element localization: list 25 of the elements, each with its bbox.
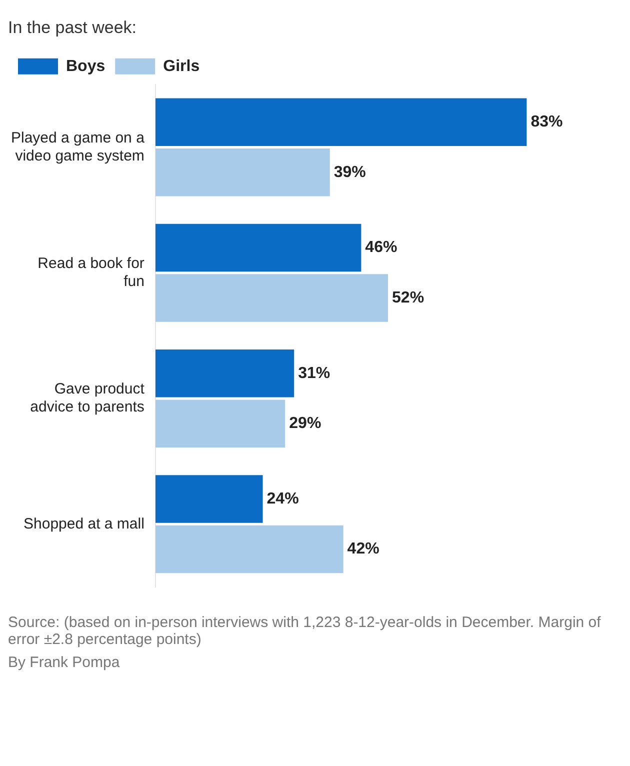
bar (155, 274, 388, 322)
bar (155, 98, 527, 146)
bar (155, 350, 294, 398)
data-label: 42% (347, 540, 380, 558)
legend-label: Boys (66, 58, 106, 75)
data-label: 83% (530, 114, 563, 130)
data-label: 31% (298, 364, 330, 382)
y-tick-label: Played a game on a video game system (10, 129, 146, 164)
data-label: 29% (289, 415, 322, 432)
y-tick-label: Shopped at a mall (24, 515, 144, 532)
data-label: 46% (365, 239, 398, 256)
bar (155, 224, 362, 272)
legend-label: Girls (163, 58, 200, 75)
data-label: 52% (392, 289, 424, 306)
data-label: 24% (266, 490, 299, 508)
y-tick-label: Read a book for fun (38, 255, 144, 290)
bar (155, 148, 330, 196)
bar (155, 475, 263, 523)
source-note: Source: (based on in-person interviews with 1,223 8-12-year-olds in December. Margin of error ±2.8 percentage points) (8, 614, 602, 648)
chart-title: In the past week: (8, 18, 137, 37)
bar (155, 400, 286, 448)
text: By Frank Pompa (8, 654, 121, 671)
y-tick-label: Gave product advice to parents (30, 380, 146, 416)
data-label: 39% (334, 164, 366, 181)
bar (155, 525, 344, 574)
